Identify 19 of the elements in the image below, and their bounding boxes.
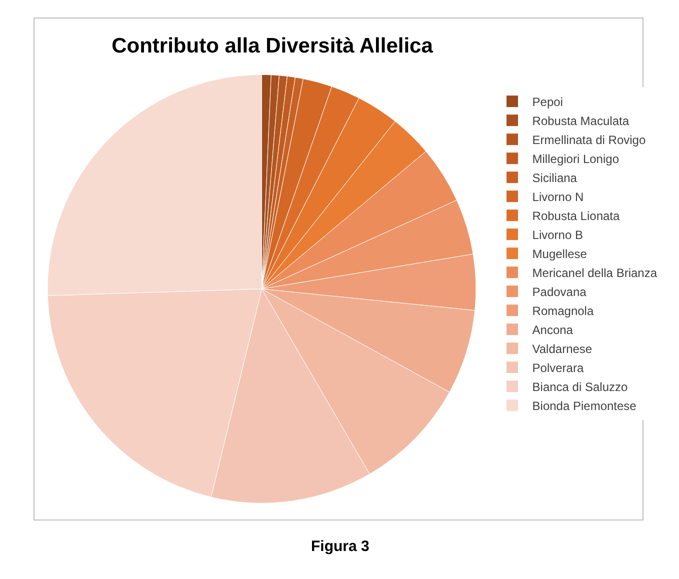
legend-label: Mugellese	[532, 247, 588, 262]
legend-label: Livorno N	[532, 190, 584, 204]
chart-title: Contributo alla Diversità Allelica	[112, 34, 434, 58]
legend-label: Romagnola	[532, 304, 594, 318]
legend-label: Bionda Piemontese	[532, 399, 637, 414]
legend-label: Ancona	[532, 323, 574, 338]
legend-label: Mericanel della Brianza	[532, 266, 658, 280]
legend-label: Millegiori Lonigo	[532, 152, 620, 166]
legend-label: Ermellinata di Rovigo	[532, 133, 646, 148]
legend-label: Livorno B	[532, 228, 583, 242]
legend-label: Padovana	[532, 285, 587, 300]
text: Figura 3	[311, 538, 370, 555]
legend-label: Polverara	[532, 361, 584, 376]
legend-label: Valdarnese	[532, 342, 592, 356]
legend-label: Bianca di Saluzzo	[532, 380, 628, 394]
legend-label: Robusta Lionata	[532, 209, 620, 224]
legend-label: Pepoi	[532, 95, 563, 110]
legend-label: Siciliana	[532, 171, 578, 186]
legend-label: Robusta Maculata	[532, 114, 630, 128]
